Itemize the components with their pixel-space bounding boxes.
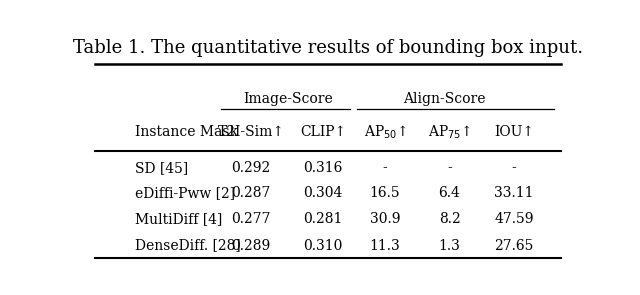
Text: Table 1. The quantitative results of bounding box input.: Table 1. The quantitative results of bou…	[73, 39, 583, 57]
Text: 0.289: 0.289	[232, 239, 271, 253]
Text: 0.304: 0.304	[303, 186, 343, 200]
Text: 33.11: 33.11	[494, 186, 534, 200]
Text: eDiffi-Pww [2]: eDiffi-Pww [2]	[134, 186, 235, 200]
Text: MultiDiff [4]: MultiDiff [4]	[134, 212, 222, 226]
Text: SD [45]: SD [45]	[134, 161, 188, 175]
Text: 0.281: 0.281	[303, 212, 343, 226]
Text: 27.65: 27.65	[494, 239, 534, 253]
Text: 6.4: 6.4	[438, 186, 460, 200]
Text: 0.310: 0.310	[303, 239, 343, 253]
Text: Align-Score: Align-Score	[403, 92, 486, 106]
Text: AP$_{50}$↑: AP$_{50}$↑	[364, 123, 406, 141]
Text: 47.59: 47.59	[494, 212, 534, 226]
Text: Image-Score: Image-Score	[243, 92, 333, 106]
Text: 0.292: 0.292	[232, 161, 271, 175]
Text: 11.3: 11.3	[370, 239, 401, 253]
Text: AP$_{75}$↑: AP$_{75}$↑	[428, 123, 471, 141]
Text: 0.287: 0.287	[232, 186, 271, 200]
Text: CLIP↑: CLIP↑	[300, 125, 346, 139]
Text: 16.5: 16.5	[370, 186, 401, 200]
Text: -: -	[511, 161, 516, 175]
Text: 30.9: 30.9	[370, 212, 400, 226]
Text: IOU↑: IOU↑	[494, 125, 534, 139]
Text: 0.316: 0.316	[303, 161, 343, 175]
Text: DenseDiff. [28]: DenseDiff. [28]	[134, 239, 240, 253]
Text: Instance Mask: Instance Mask	[134, 125, 237, 139]
Text: -: -	[447, 161, 452, 175]
Text: -: -	[383, 161, 387, 175]
Text: 8.2: 8.2	[438, 212, 460, 226]
Text: 1.3: 1.3	[438, 239, 460, 253]
Text: T2I-Sim↑: T2I-Sim↑	[218, 125, 285, 139]
Text: 0.277: 0.277	[232, 212, 271, 226]
